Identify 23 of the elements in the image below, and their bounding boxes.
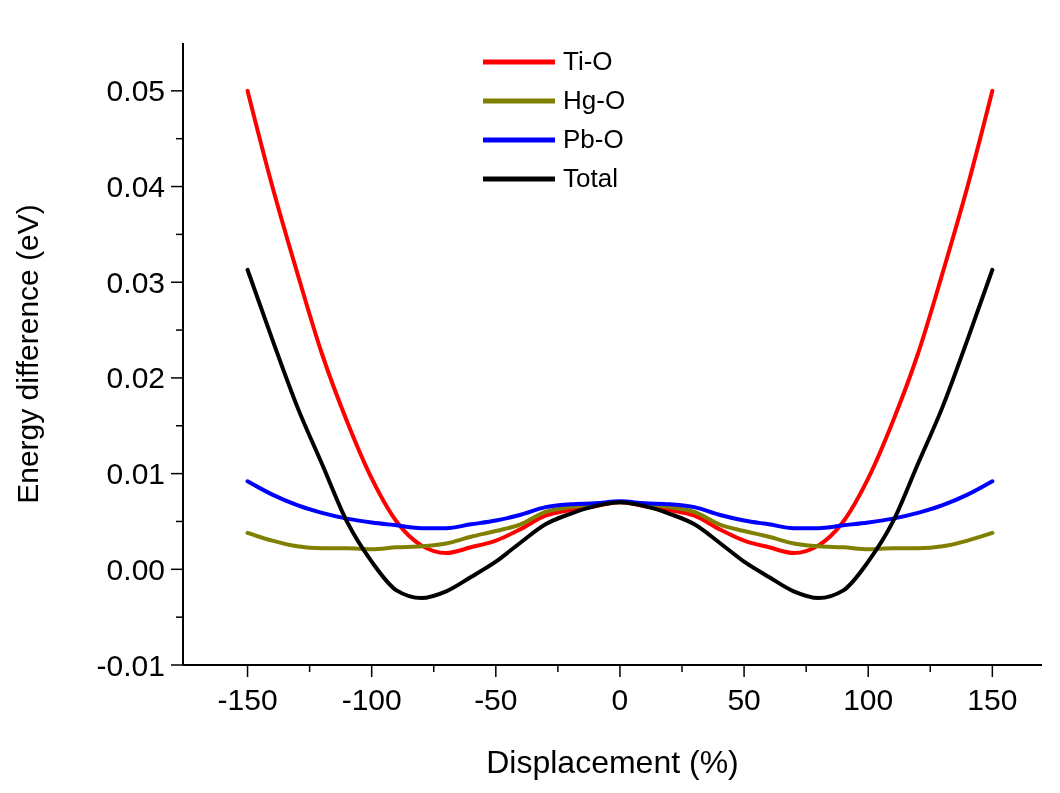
legend-label: Hg-O [563, 85, 626, 115]
legend-label: Pb-O [563, 124, 624, 154]
y-tick-label: -0.01 [96, 648, 165, 682]
x-tick-label: 150 [967, 683, 1018, 716]
legend-label: Total [563, 163, 618, 193]
x-tick-label: -50 [474, 683, 518, 716]
line-series [245, 267, 995, 601]
y-tick-label: 0.03 [106, 265, 165, 299]
legend-label: Ti-O [563, 46, 613, 76]
line-series [245, 479, 995, 531]
x-tick-label: 100 [843, 683, 894, 716]
x-tick-label: -100 [341, 683, 402, 716]
x-axis-title: Displacement (%) [486, 744, 739, 780]
x-tick-label: 50 [727, 683, 761, 716]
y-tick-label: 0.05 [106, 74, 165, 108]
y-tick-label: 0.00 [106, 552, 165, 586]
y-tick-label: 0.01 [106, 457, 165, 491]
x-tick-label: -150 [217, 683, 278, 716]
y-axis-title: Energy difference (eV) [11, 204, 44, 504]
y-tick-label: 0.02 [106, 361, 165, 395]
y-tick-label: 0.04 [106, 170, 165, 204]
x-tick-label: 0 [611, 683, 629, 716]
line-series [245, 88, 995, 556]
